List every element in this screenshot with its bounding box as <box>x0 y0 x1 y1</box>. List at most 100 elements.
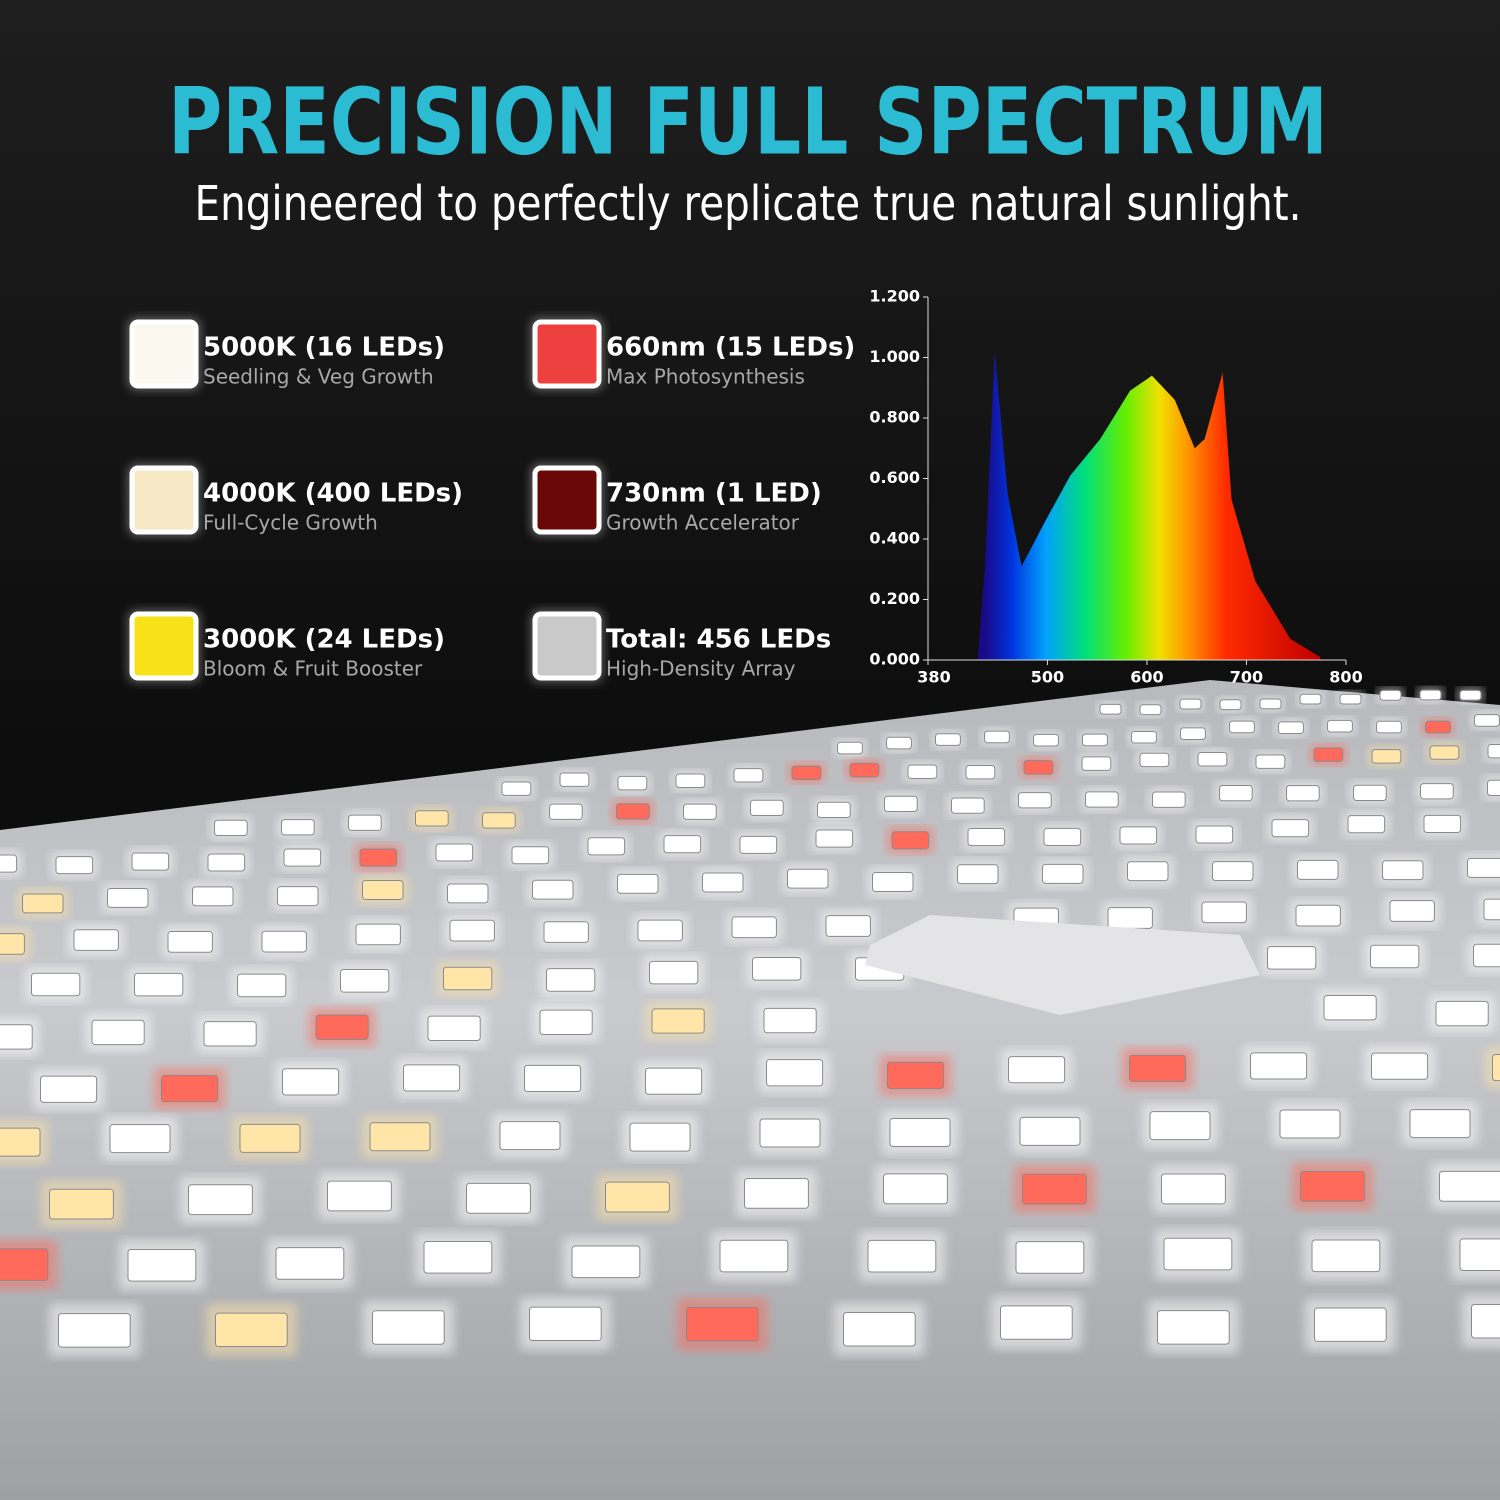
led-chip <box>327 1180 392 1212</box>
led-chip <box>1219 785 1253 802</box>
led-chip <box>1382 860 1424 881</box>
swatch <box>129 319 199 389</box>
led-chip <box>629 1122 691 1152</box>
x-tick-label: 500 <box>1031 668 1064 687</box>
led-chip <box>675 773 706 788</box>
led-chip <box>1152 791 1186 808</box>
led-chip <box>31 972 81 997</box>
led-chip <box>1376 720 1402 734</box>
led-chip <box>951 797 985 814</box>
led-chip <box>1082 733 1108 747</box>
led-chip <box>0 854 18 873</box>
led-chip <box>449 919 495 942</box>
led-chip <box>965 764 996 780</box>
led-chip <box>340 969 390 993</box>
led-chip <box>1371 1052 1429 1080</box>
legend-subtitle: Seedling & Veg Growth <box>203 365 434 389</box>
legend: 5000K (16 LEDs)Seedling & Veg Growth 4000… <box>128 318 855 682</box>
led-chip <box>1313 747 1344 762</box>
led-chip <box>1299 693 1322 705</box>
led-chip <box>403 1064 461 1092</box>
led-chip <box>109 1124 171 1154</box>
led-chip <box>435 843 474 862</box>
led-chip <box>886 736 912 750</box>
led-chip <box>702 872 744 893</box>
led-chip <box>935 733 961 746</box>
led-chip <box>617 873 659 894</box>
x-tick-label: 600 <box>1130 668 1163 687</box>
led-chip <box>1129 1054 1187 1083</box>
led-chip <box>1033 733 1059 747</box>
led-chip <box>1429 745 1460 760</box>
led-chip <box>1459 1238 1500 1272</box>
led-chip <box>423 1240 493 1274</box>
led-chip <box>587 837 626 856</box>
led-chip <box>1300 1170 1365 1202</box>
led-chip <box>686 1306 759 1342</box>
led-chip <box>883 1173 948 1205</box>
led-chip <box>362 880 404 900</box>
led-chip <box>0 1127 41 1157</box>
led-chip <box>731 916 777 939</box>
led-chip <box>275 1247 345 1280</box>
led-chip <box>887 1061 945 1089</box>
led-chip <box>1022 1173 1087 1205</box>
led-chip <box>1323 995 1377 1021</box>
led-chip <box>524 1064 582 1093</box>
swatch <box>532 319 602 389</box>
x-tick-label: 700 <box>1230 668 1263 687</box>
legend-title: 4000K (400 LEDs) <box>203 479 463 509</box>
legend-title: 730nm (1 LED) <box>606 479 822 509</box>
led-chip <box>1255 754 1286 769</box>
led-chip <box>1019 1116 1081 1146</box>
led-chip <box>1435 1000 1489 1027</box>
led-chip <box>49 1188 114 1220</box>
led-chip <box>1161 1173 1226 1205</box>
led-chip <box>0 1024 33 1050</box>
led-chip <box>1347 815 1386 834</box>
led-chip <box>907 764 938 779</box>
led-chip <box>1023 760 1054 775</box>
led-chip <box>1459 689 1482 701</box>
led-chip <box>0 1248 49 1281</box>
led-chip <box>1295 904 1341 927</box>
led-chip <box>1195 825 1234 844</box>
legend-subtitle: Growth Accelerator <box>606 511 800 535</box>
led-chip <box>1371 749 1402 764</box>
led-chip <box>1353 784 1387 801</box>
led-chip <box>616 803 650 820</box>
led-chip <box>683 803 717 820</box>
led-chip <box>815 829 854 848</box>
led-chip <box>1483 898 1500 921</box>
led-chip <box>889 1118 951 1148</box>
led-chip <box>651 1008 705 1034</box>
led-chip <box>663 835 702 854</box>
led-chip <box>1271 819 1310 838</box>
led-chip <box>1179 698 1202 710</box>
led-chip <box>167 931 213 953</box>
led-chip <box>1163 1237 1233 1271</box>
led-chip <box>891 831 930 850</box>
led-chip <box>750 799 784 816</box>
led-chip <box>1267 946 1317 970</box>
led-chip <box>466 1182 531 1214</box>
led-chip <box>192 886 234 907</box>
led-chip <box>1425 720 1451 734</box>
legend-title: 3000K (24 LEDs) <box>203 625 445 655</box>
led-chip <box>1157 1310 1230 1345</box>
led-chip <box>107 887 149 908</box>
y-tick-label: 0.600 <box>869 468 920 487</box>
led-chip <box>237 973 287 998</box>
led-chip <box>1423 814 1462 833</box>
y-tick-label: 0.800 <box>869 408 920 427</box>
led-chip <box>1314 1307 1387 1342</box>
x-tick-label: 380 <box>917 668 950 687</box>
led-chip <box>837 741 863 755</box>
led-chip <box>427 1015 481 1041</box>
led-chip <box>1197 752 1228 767</box>
led-chip <box>372 1310 445 1345</box>
led-chip <box>546 968 596 992</box>
y-tick-label: 0.200 <box>869 589 920 608</box>
led-chip <box>957 864 999 885</box>
led-chip <box>752 957 802 981</box>
